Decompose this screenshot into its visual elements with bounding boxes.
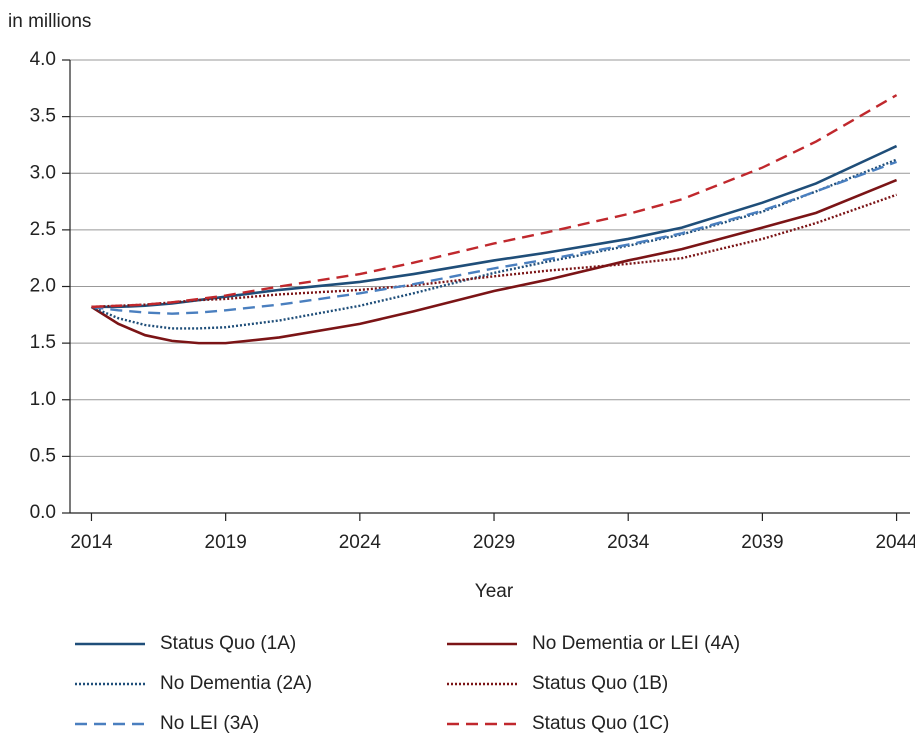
x-tick-label: 2019 xyxy=(205,532,247,553)
legend-label: Status Quo (1C) xyxy=(532,713,669,734)
y-tick-label: 3.0 xyxy=(30,162,56,183)
series-line xyxy=(91,94,898,309)
series-line xyxy=(91,158,898,330)
y-tick-label: 3.5 xyxy=(30,106,56,127)
x-tick-label: 2034 xyxy=(607,532,650,553)
x-tick-label: 2024 xyxy=(339,532,382,553)
y-tick-label: 4.0 xyxy=(30,49,56,70)
y-tick-label: 0.5 xyxy=(30,445,56,466)
legend-label: No Dementia (2A) xyxy=(160,673,312,694)
x-tick-label: 2029 xyxy=(473,532,515,553)
legend-label: No Dementia or LEI (4A) xyxy=(532,633,740,654)
legend-label: Status Quo (1B) xyxy=(532,673,668,694)
y-tick-label: 0.0 xyxy=(30,502,56,523)
series-line xyxy=(91,144,898,309)
x-tick-label: 2044 xyxy=(875,532,915,553)
x-tick-label: 2014 xyxy=(70,532,113,553)
series-line xyxy=(91,160,897,315)
legend-label: Status Quo (1A) xyxy=(160,633,296,654)
legend-label: No LEI (3A) xyxy=(160,713,259,734)
y-tick-label: 1.5 xyxy=(30,332,56,353)
y-unit-label: in millions xyxy=(8,11,91,32)
series-line xyxy=(90,178,898,345)
x-axis-label: Year xyxy=(475,581,514,602)
y-tick-label: 2.5 xyxy=(30,219,56,240)
y-tick-label: 1.0 xyxy=(30,389,56,410)
y-tick-label: 2.0 xyxy=(30,276,56,297)
series-line xyxy=(91,193,897,309)
x-tick-label: 2039 xyxy=(741,532,783,553)
